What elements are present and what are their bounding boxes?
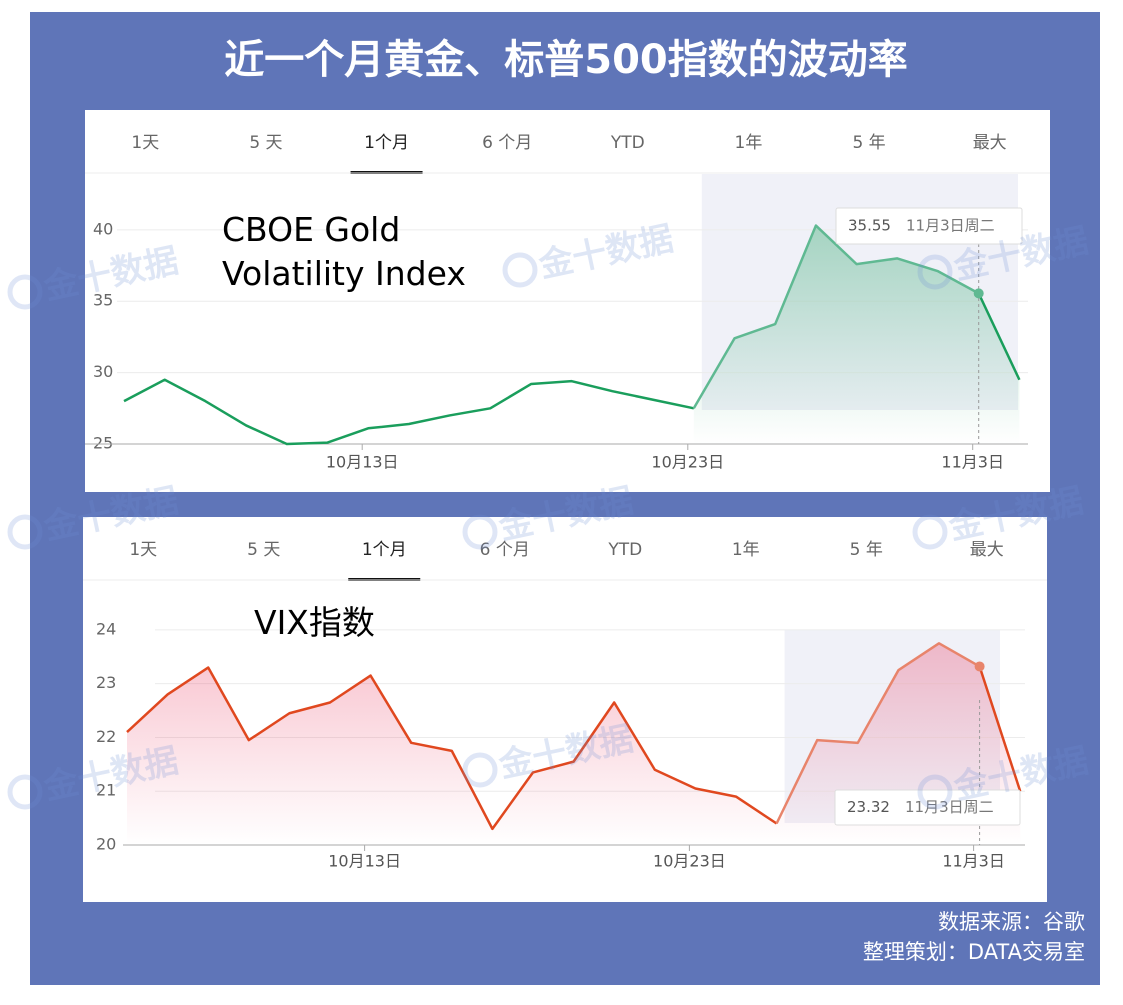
area <box>693 225 1020 444</box>
tooltip <box>835 207 1023 245</box>
x-tick-label: 10月13日 <box>328 852 401 871</box>
watermark-logo <box>912 514 948 550</box>
watermark-logo <box>502 252 538 288</box>
range-tab[interactable]: 1天 <box>131 133 159 153</box>
main-title: 近一个月黄金、标普500指数的波动率 <box>224 37 908 83</box>
hover-point <box>973 288 984 299</box>
watermark-logo <box>7 514 43 550</box>
watermark-logo <box>462 514 498 550</box>
y-tick-label: 24 <box>96 619 116 638</box>
tooltip-date: 11月3日周二 <box>906 217 995 235</box>
y-tick-label: 25 <box>93 434 113 453</box>
y-tick-label: 40 <box>93 219 113 238</box>
y-tick-label: 22 <box>96 727 116 746</box>
range-tab[interactable]: YTD <box>607 540 642 560</box>
line <box>126 666 778 831</box>
watermark-logo <box>917 254 953 290</box>
tooltip-value: 23.32 <box>847 798 890 816</box>
y-tick-label: 21 <box>96 781 116 800</box>
range-tab[interactable]: 5 年 <box>850 540 883 560</box>
x-tick-label: 11月3日 <box>942 852 1005 871</box>
line-highlight <box>692 224 980 409</box>
area <box>127 643 1021 845</box>
y-tick-label: 23 <box>96 673 116 692</box>
range-tab[interactable]: 1天 <box>129 540 157 560</box>
watermark-logo <box>7 274 43 310</box>
range-tab[interactable]: 6 个月 <box>482 133 532 153</box>
watermark-logo <box>7 774 43 810</box>
source: 数据来源：谷歌 <box>938 910 1085 934</box>
x-tick-label: 11月3日 <box>941 453 1004 472</box>
x-tick-label: 10月23日 <box>653 852 726 871</box>
credit: 整理策划：DATA交易室 <box>863 940 1085 964</box>
range-tab[interactable]: 5 年 <box>852 133 885 153</box>
chart-title: CBOE Gold Volatility Index <box>222 210 466 293</box>
y-tick-label: 20 <box>96 835 116 854</box>
range-tab[interactable]: 1个月 <box>364 133 409 153</box>
range-tab[interactable]: 最大 <box>973 133 1007 153</box>
watermark-logo <box>462 752 498 788</box>
range-tab[interactable]: 5 天 <box>247 540 280 560</box>
line <box>977 292 1021 381</box>
range-tab[interactable]: 1个月 <box>362 540 407 560</box>
watermark-logo <box>917 774 953 810</box>
tooltip-value: 35.55 <box>848 217 891 235</box>
tooltip-date: 11月3日周二 <box>905 798 994 816</box>
y-tick-label: 35 <box>93 291 113 310</box>
chart-title: VIX指数 <box>254 603 375 642</box>
line <box>978 666 1022 792</box>
range-tab[interactable]: 5 天 <box>249 133 282 153</box>
x-tick-label: 10月13日 <box>326 453 399 472</box>
range-tab[interactable]: 1年 <box>732 540 760 560</box>
range-tab[interactable]: 6 个月 <box>480 540 530 560</box>
x-tick-label: 10月23日 <box>651 453 724 472</box>
hover-point <box>974 661 985 672</box>
tooltip <box>834 789 1021 826</box>
y-tick-label: 30 <box>93 362 113 381</box>
range-tab[interactable]: YTD <box>610 133 645 153</box>
range-tab[interactable]: 1年 <box>735 133 763 153</box>
line <box>123 378 695 446</box>
range-tab[interactable]: 最大 <box>970 540 1004 560</box>
line-highlight <box>775 642 981 825</box>
